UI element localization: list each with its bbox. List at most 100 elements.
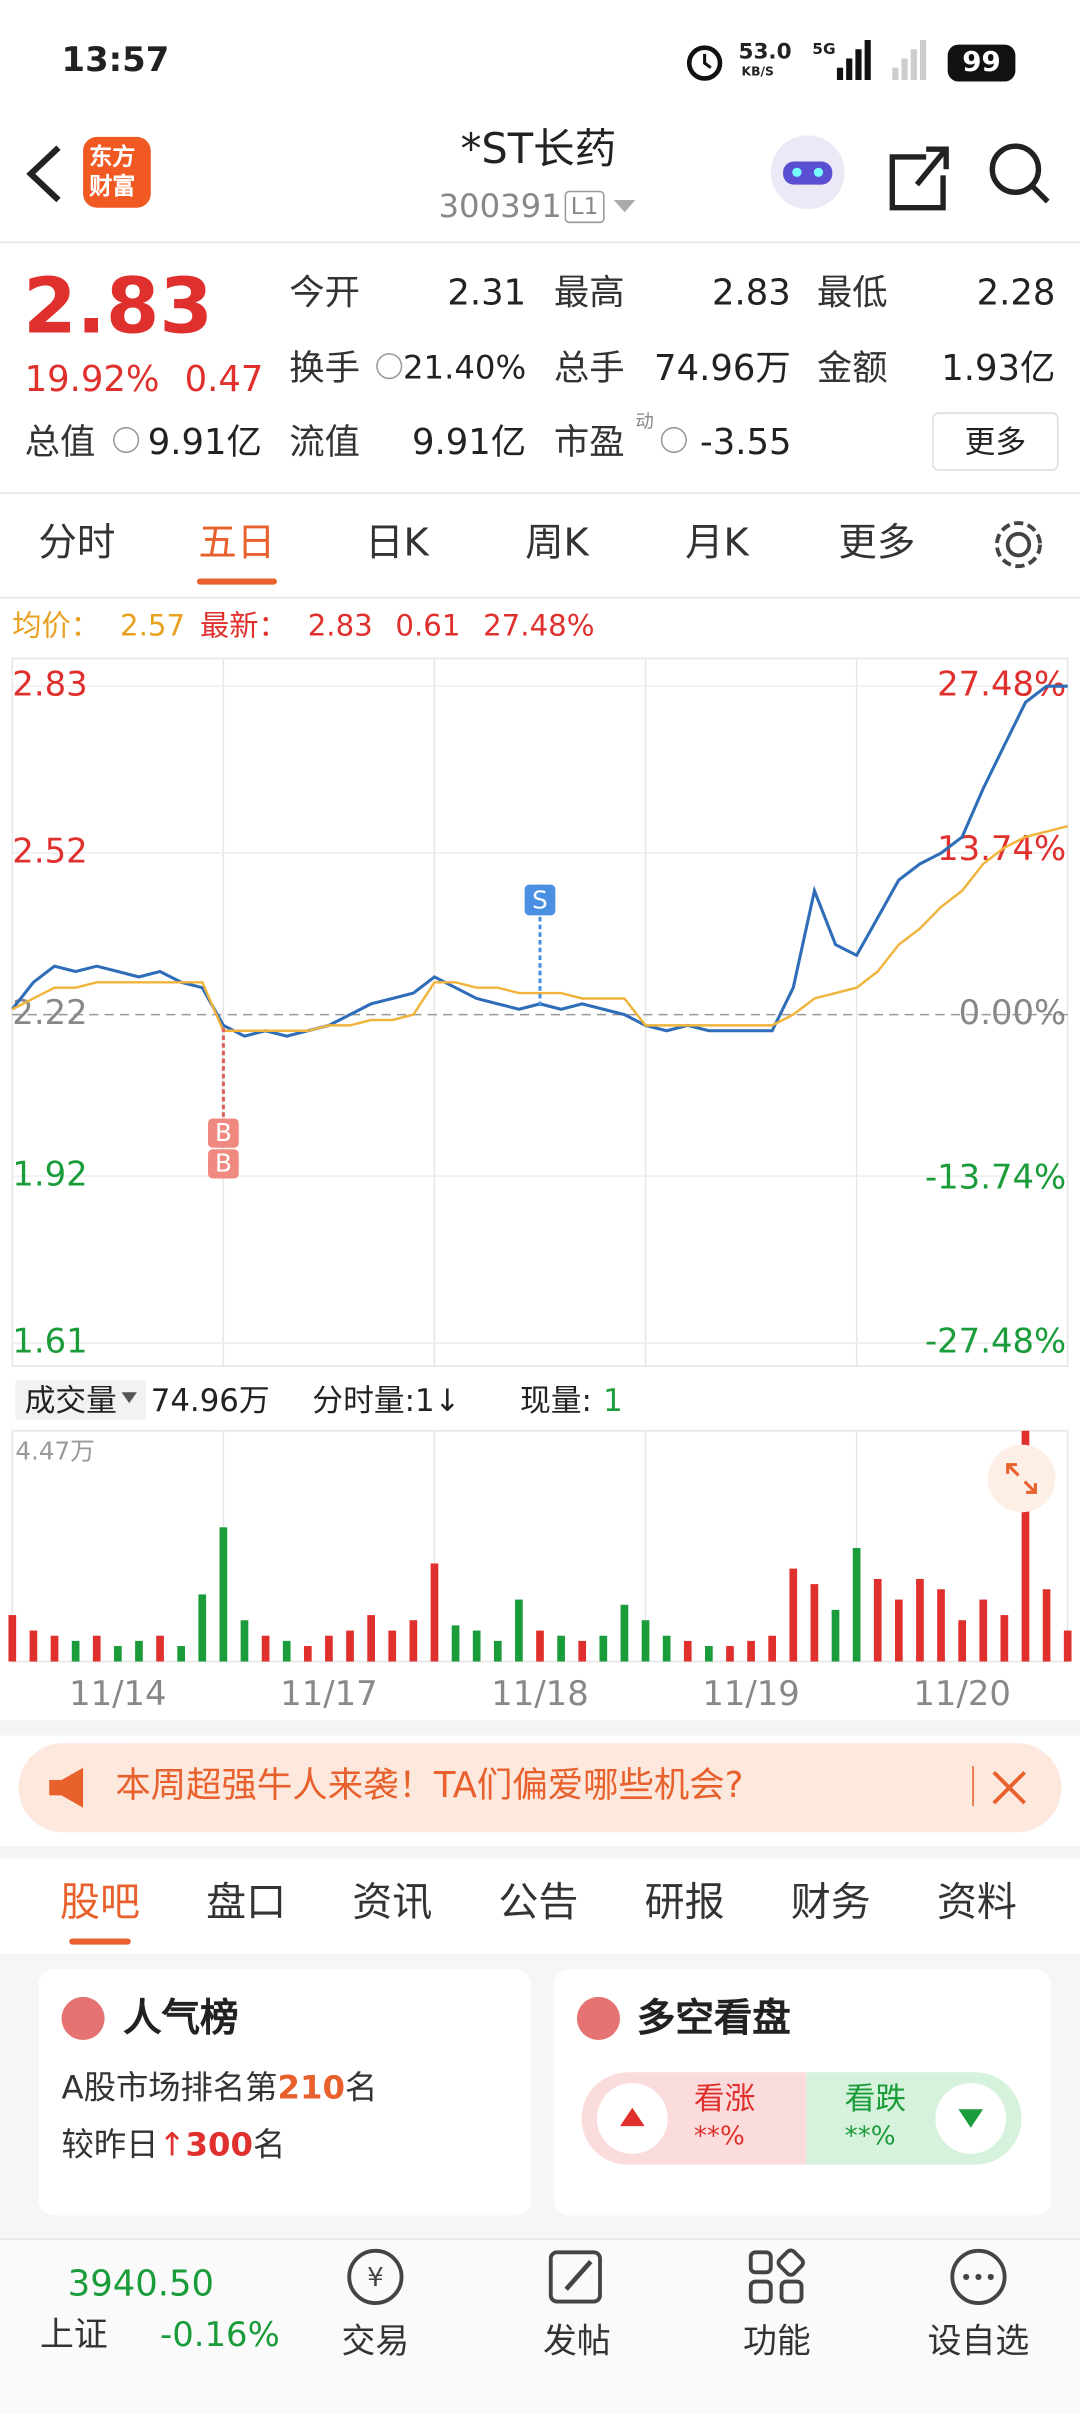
- volume-bar: [705, 1646, 713, 1662]
- nav-item[interactable]: 设自选: [927, 2323, 1030, 2362]
- net-unit: KB/S: [741, 64, 774, 79]
- volume-bar: [92, 1635, 101, 1662]
- period-tab[interactable]: 五日: [198, 519, 276, 565]
- average-line: [11, 824, 1068, 1032]
- bull-value: **%: [693, 2121, 745, 2153]
- network: 5G: [812, 41, 836, 59]
- volume-bar: [346, 1630, 354, 1662]
- field-value: 1.93亿: [941, 349, 1056, 390]
- bull-label: 看涨: [693, 2079, 756, 2117]
- field-label: 金额: [816, 349, 888, 390]
- volume-bar: [135, 1640, 143, 1662]
- period-tab[interactable]: 分时: [38, 519, 116, 565]
- section-tab[interactable]: 资讯: [352, 1879, 433, 1927]
- field-value: 21.40%: [402, 349, 527, 387]
- volume-bar: [303, 1646, 312, 1662]
- volume-bar: [29, 1630, 38, 1662]
- banner-divider: [972, 1766, 974, 1807]
- volume-bar: [979, 1599, 988, 1662]
- nav-item[interactable]: 功能: [743, 2323, 811, 2362]
- y-tick-label: 2.22: [12, 993, 87, 1032]
- change: 0.47: [184, 359, 264, 400]
- field-label: 最高: [553, 273, 625, 314]
- volume-bar: [557, 1635, 565, 1662]
- volume-bar: [177, 1646, 186, 1662]
- volume-bar: [747, 1640, 755, 1662]
- period-tab[interactable]: 月K: [685, 519, 749, 565]
- volume-bar: [156, 1635, 164, 1662]
- period-tab[interactable]: 更多: [838, 519, 916, 565]
- banner-text: 本周超强牛人来袭！TA们偏爱哪些机会?: [115, 1766, 744, 1807]
- index-value[interactable]: 3940.50: [67, 2264, 215, 2305]
- logo[interactable]: [83, 136, 151, 208]
- y2-tick-label: 0.00%: [959, 993, 1066, 1032]
- divider: [0, 241, 1080, 244]
- section-tab[interactable]: 资料: [936, 1879, 1017, 1927]
- close-button[interactable]: [989, 1768, 1029, 1808]
- bear-value: **%: [844, 2121, 896, 2153]
- volume-bar: [789, 1568, 798, 1662]
- field-value: 9.91亿: [147, 423, 262, 464]
- volume-bar: [50, 1635, 59, 1662]
- volume-bar: [641, 1620, 650, 1662]
- nav-item[interactable]: 交易: [341, 2323, 410, 2362]
- volume-bar: [409, 1620, 418, 1662]
- y-tick-label: 2.52: [12, 832, 87, 871]
- stock-code: 300391: [438, 187, 562, 225]
- y-tick-label: 1.61: [12, 1322, 87, 1361]
- y2-tick-label: -13.74%: [925, 1157, 1066, 1196]
- field-value: 9.91亿: [411, 423, 527, 464]
- down-arrow: [958, 2109, 984, 2128]
- field-label: 最低: [816, 273, 888, 314]
- volume-bar: [852, 1547, 861, 1662]
- section-tab[interactable]: 盘口: [206, 1879, 287, 1927]
- volume-bar: [219, 1527, 228, 1662]
- field-label: 换手: [289, 349, 360, 390]
- x-tick-label: 11/19: [702, 1674, 800, 1713]
- section-tab[interactable]: 股吧: [59, 1879, 140, 1927]
- volume-selector[interactable]: [15, 1379, 147, 1420]
- net-speed: 53.0: [738, 39, 792, 65]
- banner[interactable]: [18, 1743, 1062, 1833]
- nav-item[interactable]: 发帖: [543, 2323, 611, 2362]
- level: L1: [564, 190, 605, 224]
- field-value: 74.96万: [654, 349, 791, 390]
- logo-text: 财富: [89, 172, 136, 200]
- more-button[interactable]: 更多: [932, 412, 1059, 471]
- volume-bar: [472, 1630, 481, 1662]
- field-label: 流值: [289, 423, 360, 464]
- field-label: 市盈: [553, 423, 625, 464]
- back-button[interactable]: [22, 142, 68, 207]
- section-tab[interactable]: 财务: [790, 1879, 871, 1927]
- section-tab[interactable]: 研报: [644, 1879, 725, 1927]
- price: 2.83: [23, 261, 213, 351]
- period-tab[interactable]: 周K: [525, 519, 589, 565]
- y-tick-label: 1.92: [12, 1155, 87, 1194]
- volume-bar: [367, 1615, 375, 1662]
- divider: [0, 596, 1080, 599]
- section-tab[interactable]: 公告: [498, 1879, 579, 1927]
- dropdown[interactable]: [612, 197, 637, 215]
- nav-icons: ¥: [347, 2248, 1007, 2305]
- separator: [0, 1719, 1080, 1736]
- popularity-card[interactable]: [38, 1969, 531, 2216]
- last-value: 2.83: [307, 609, 373, 644]
- buy-badge: [207, 1149, 239, 1179]
- volume-bar: [113, 1646, 122, 1662]
- y2-tick-label: 27.48%: [937, 665, 1066, 704]
- period-tab[interactable]: 日K: [365, 519, 429, 565]
- sell-label: S: [532, 886, 548, 915]
- volume-total: 74.96万: [150, 1381, 270, 1419]
- avg-label: 均价：: [12, 609, 101, 644]
- field-sup: 动: [635, 410, 654, 433]
- volume-bar: [1021, 1430, 1030, 1662]
- settings-icon[interactable]: [991, 517, 1046, 572]
- expand-button[interactable]: [987, 1444, 1056, 1513]
- volume-bar: [662, 1635, 671, 1662]
- header-icons: [770, 135, 1050, 211]
- rank-change: 300: [185, 2126, 254, 2164]
- index-name: 上证: [39, 2316, 108, 2356]
- volume-bar: [726, 1646, 734, 1662]
- svg-text:¥: ¥: [367, 2263, 384, 2293]
- dropdown: [121, 1392, 137, 1404]
